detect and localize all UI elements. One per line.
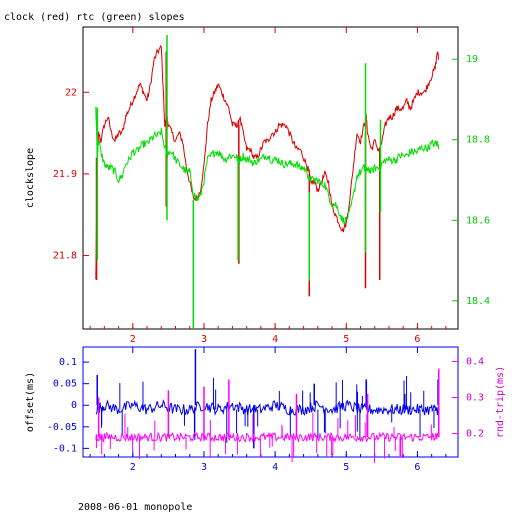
y2-tick-label: 0.3 bbox=[466, 392, 484, 403]
rtc-series-line bbox=[95, 106, 440, 225]
x-tick-label: 5 bbox=[343, 334, 349, 345]
y-tick-label: 0 bbox=[71, 400, 77, 411]
y2-tick-label: 19 bbox=[466, 54, 478, 65]
x-tick-label: 3 bbox=[201, 334, 207, 345]
y-tick-label: 0.05 bbox=[53, 379, 77, 390]
clock-series-line bbox=[95, 44, 440, 280]
y2-tick-label: 18.4 bbox=[466, 296, 490, 307]
x-tick-label: 4 bbox=[272, 462, 278, 473]
y2-tick-label: 0.4 bbox=[466, 356, 484, 367]
footer-label: 2008-06-01 monopole bbox=[78, 502, 192, 512]
x-tick-label: 6 bbox=[414, 462, 420, 473]
y-tick-label: 0.1 bbox=[59, 357, 77, 368]
x-tick-label: 2 bbox=[130, 462, 136, 473]
x-tick-label: 3 bbox=[201, 462, 207, 473]
bottom-plot: 2 3 4 5 6 -0.1 -0.05 0 0.05 0.1 0.2 0.3 0.4 offset(ms… bbox=[25, 346, 506, 473]
plot-frame bbox=[82, 346, 459, 458]
y2-axis-label: rnd-trip(ms) bbox=[495, 366, 506, 438]
chart-title: clock (red) rtc (green) slopes bbox=[4, 12, 185, 23]
y-tick-label: 22 bbox=[65, 87, 77, 98]
y-tick-label: 21.9 bbox=[53, 169, 77, 180]
y-axis-label: clockslope bbox=[25, 148, 36, 208]
y2-tick-label: 0.2 bbox=[466, 429, 484, 440]
x-tick-label: 5 bbox=[343, 462, 349, 473]
y-axis-label: offset(ms) bbox=[25, 372, 36, 432]
x-tick-label: 2 bbox=[130, 334, 136, 345]
plot-frame bbox=[82, 26, 459, 330]
y2-tick-label: 18.6 bbox=[466, 215, 490, 226]
x-tick-label: 4 bbox=[272, 334, 278, 345]
x-tick-label: 6 bbox=[414, 334, 420, 345]
y2-tick-label: 18.8 bbox=[466, 135, 490, 146]
y-tick-label: 21.8 bbox=[53, 251, 77, 262]
offset-series-line bbox=[95, 398, 440, 416]
y-tick-label: -0.05 bbox=[47, 422, 77, 433]
rnd-trip-series-line bbox=[95, 431, 440, 444]
y-tick-label: -0.1 bbox=[53, 443, 77, 454]
top-plot: 2 3 4 5 6 21.8 21.9 22 18.4 18.6 18.8 19 clockslope bbox=[25, 26, 490, 345]
